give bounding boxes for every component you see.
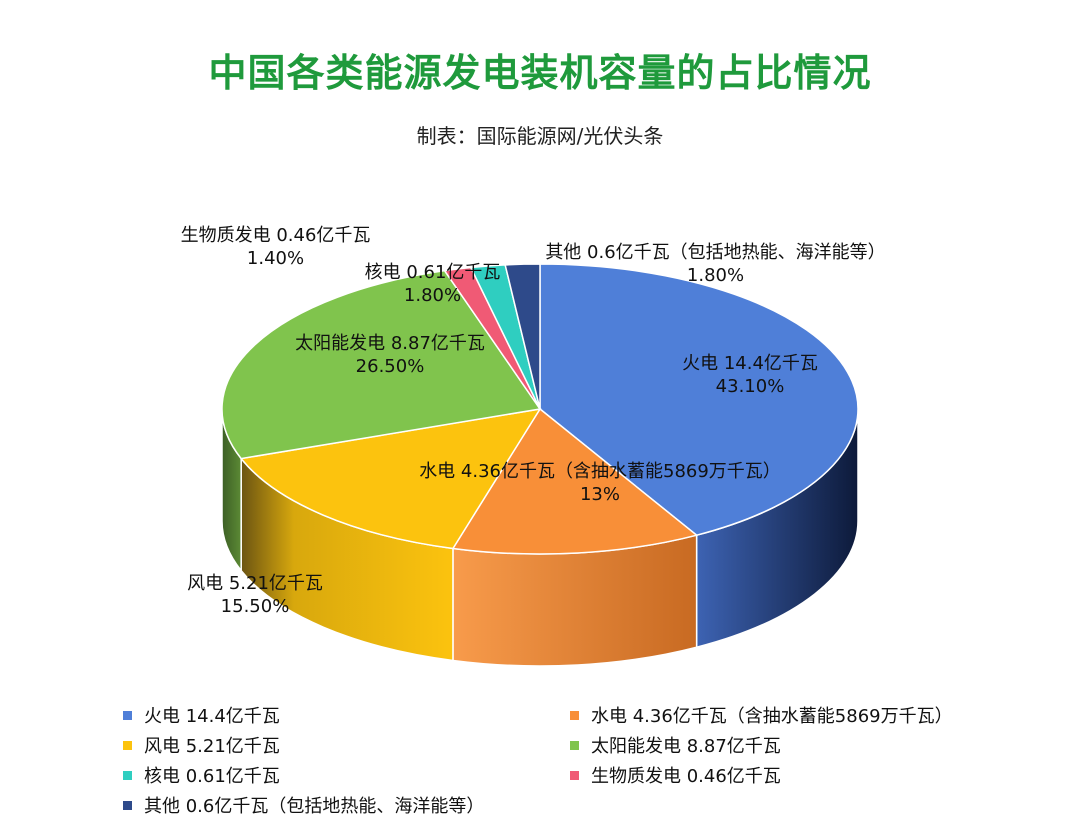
legend-swatch-biomass: [570, 771, 579, 780]
pie-slice-other: [504, 263, 541, 410]
legend-label-hydro: 水电 4.36亿千瓦（含抽水蓄能5869万千瓦）: [591, 706, 953, 727]
slice-label-biomass-name: 生物质发电 0.46亿千瓦: [180, 225, 371, 246]
legend-item-nuclear: 核电 0.61亿千瓦: [123, 762, 280, 788]
pie-slice-hydro: [451, 407, 699, 555]
legend-swatch-wind: [123, 741, 132, 750]
legend-swatch-solar: [570, 741, 579, 750]
slice-label-thermal: 火电 14.4亿千瓦 43.10%: [670, 352, 830, 398]
slice-label-other-name: 其他 0.6亿千瓦（包括地热能、海洋能等）: [545, 242, 886, 263]
slice-label-nuclear: 核电 0.61亿千瓦 1.80%: [355, 261, 510, 307]
legend-item-wind: 风电 5.21亿千瓦: [123, 732, 280, 758]
chart-subtitle: 制表：国际能源网/光伏头条: [416, 124, 664, 148]
legend-label-thermal: 火电 14.4亿千瓦: [144, 706, 280, 727]
legend-item-solar: 太阳能发电 8.87亿千瓦: [570, 732, 781, 758]
legend-label-solar: 太阳能发电 8.87亿千瓦: [591, 736, 781, 757]
slice-label-solar-name: 太阳能发电 8.87亿千瓦: [295, 333, 485, 354]
slice-label-wind: 风电 5.21亿千瓦 15.50%: [180, 572, 330, 618]
slice-label-hydro-name: 水电 4.36亿千瓦（含抽水蓄能5869万千瓦）: [419, 461, 781, 482]
legend-item-hydro: 水电 4.36亿千瓦（含抽水蓄能5869万千瓦）: [570, 702, 953, 728]
slice-label-hydro: 水电 4.36亿千瓦（含抽水蓄能5869万千瓦） 13%: [395, 460, 805, 506]
pie-slice-thermal: [539, 263, 859, 537]
slice-label-biomass: 生物质发电 0.46亿千瓦 1.40%: [168, 224, 383, 270]
slice-label-thermal-pct: 43.10%: [715, 376, 785, 397]
slice-label-solar: 太阳能发电 8.87亿千瓦 26.50%: [285, 332, 495, 378]
slice-label-wind-name: 风电 5.21亿千瓦: [187, 573, 323, 594]
pie-side-hydro: [452, 534, 698, 667]
pie-slice-wind: [239, 407, 542, 550]
slice-label-nuclear-pct: 1.80%: [403, 285, 462, 306]
slice-label-biomass-pct: 1.40%: [246, 248, 305, 269]
legend-item-thermal: 火电 14.4亿千瓦: [123, 702, 280, 728]
pie-slice-solar: [221, 269, 542, 460]
legend-item-biomass: 生物质发电 0.46亿千瓦: [570, 762, 781, 788]
slice-label-other-pct: 1.80%: [686, 265, 745, 286]
legend-item-other: 其他 0.6亿千瓦（包括地热能、海洋能等）: [123, 792, 484, 818]
legend-label-other: 其他 0.6亿千瓦（包括地热能、海洋能等）: [144, 796, 485, 817]
legend-swatch-hydro: [570, 711, 579, 720]
legend-swatch-thermal: [123, 711, 132, 720]
legend-swatch-nuclear: [123, 771, 132, 780]
slice-label-nuclear-name: 核电 0.61亿千瓦: [364, 262, 501, 283]
chart-title: 中国各类能源发电装机容量的占比情况: [208, 51, 872, 95]
legend-swatch-other: [123, 801, 132, 810]
legend-label-wind: 风电 5.21亿千瓦: [144, 736, 280, 757]
slice-label-hydro-pct: 13%: [579, 484, 620, 505]
legend-label-nuclear: 核电 0.61亿千瓦: [144, 766, 280, 787]
slice-label-other: 其他 0.6亿千瓦（包括地热能、海洋能等） 1.80%: [528, 241, 903, 287]
slice-label-thermal-name: 火电 14.4亿千瓦: [682, 353, 818, 374]
slice-label-solar-pct: 26.50%: [355, 356, 425, 377]
slice-label-wind-pct: 15.50%: [220, 596, 290, 617]
legend-label-biomass: 生物质发电 0.46亿千瓦: [591, 766, 781, 787]
